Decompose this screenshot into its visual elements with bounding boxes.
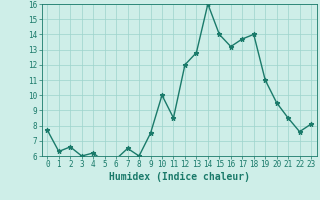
X-axis label: Humidex (Indice chaleur): Humidex (Indice chaleur) <box>109 172 250 182</box>
